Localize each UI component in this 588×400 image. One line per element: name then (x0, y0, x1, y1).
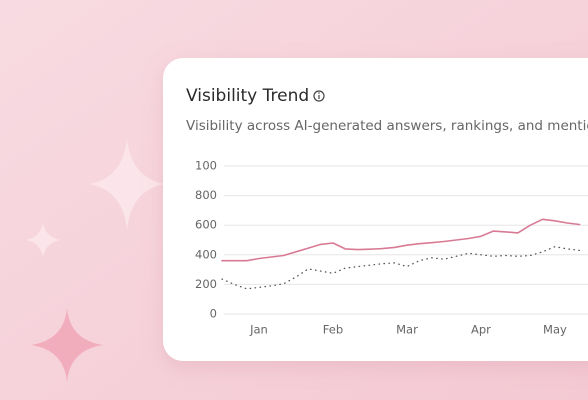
x-tick-label: Jan (249, 323, 268, 337)
y-tick-label: 200 (195, 277, 217, 291)
x-tick-label: Mar (396, 323, 418, 337)
sparkle (31, 308, 103, 382)
card-title: Visibility Trend (186, 86, 309, 106)
x-tick-label: Feb (323, 323, 343, 337)
card (163, 58, 588, 361)
x-tick-label: Apr (471, 323, 491, 337)
info-icon[interactable] (313, 90, 325, 102)
y-tick-label: 800 (195, 188, 217, 202)
y-tick-label: 0 (210, 307, 217, 321)
y-tick-label: 600 (195, 218, 217, 232)
series-line (221, 218, 581, 262)
y-tick-label: 400 (195, 247, 217, 261)
y-tick-label: 100 (195, 159, 217, 173)
card-subtitle: Visibility across AI-generated answers, … (186, 118, 588, 134)
sparkle (89, 138, 165, 230)
sparkle (26, 222, 60, 258)
x-tick-label: May (543, 323, 567, 337)
